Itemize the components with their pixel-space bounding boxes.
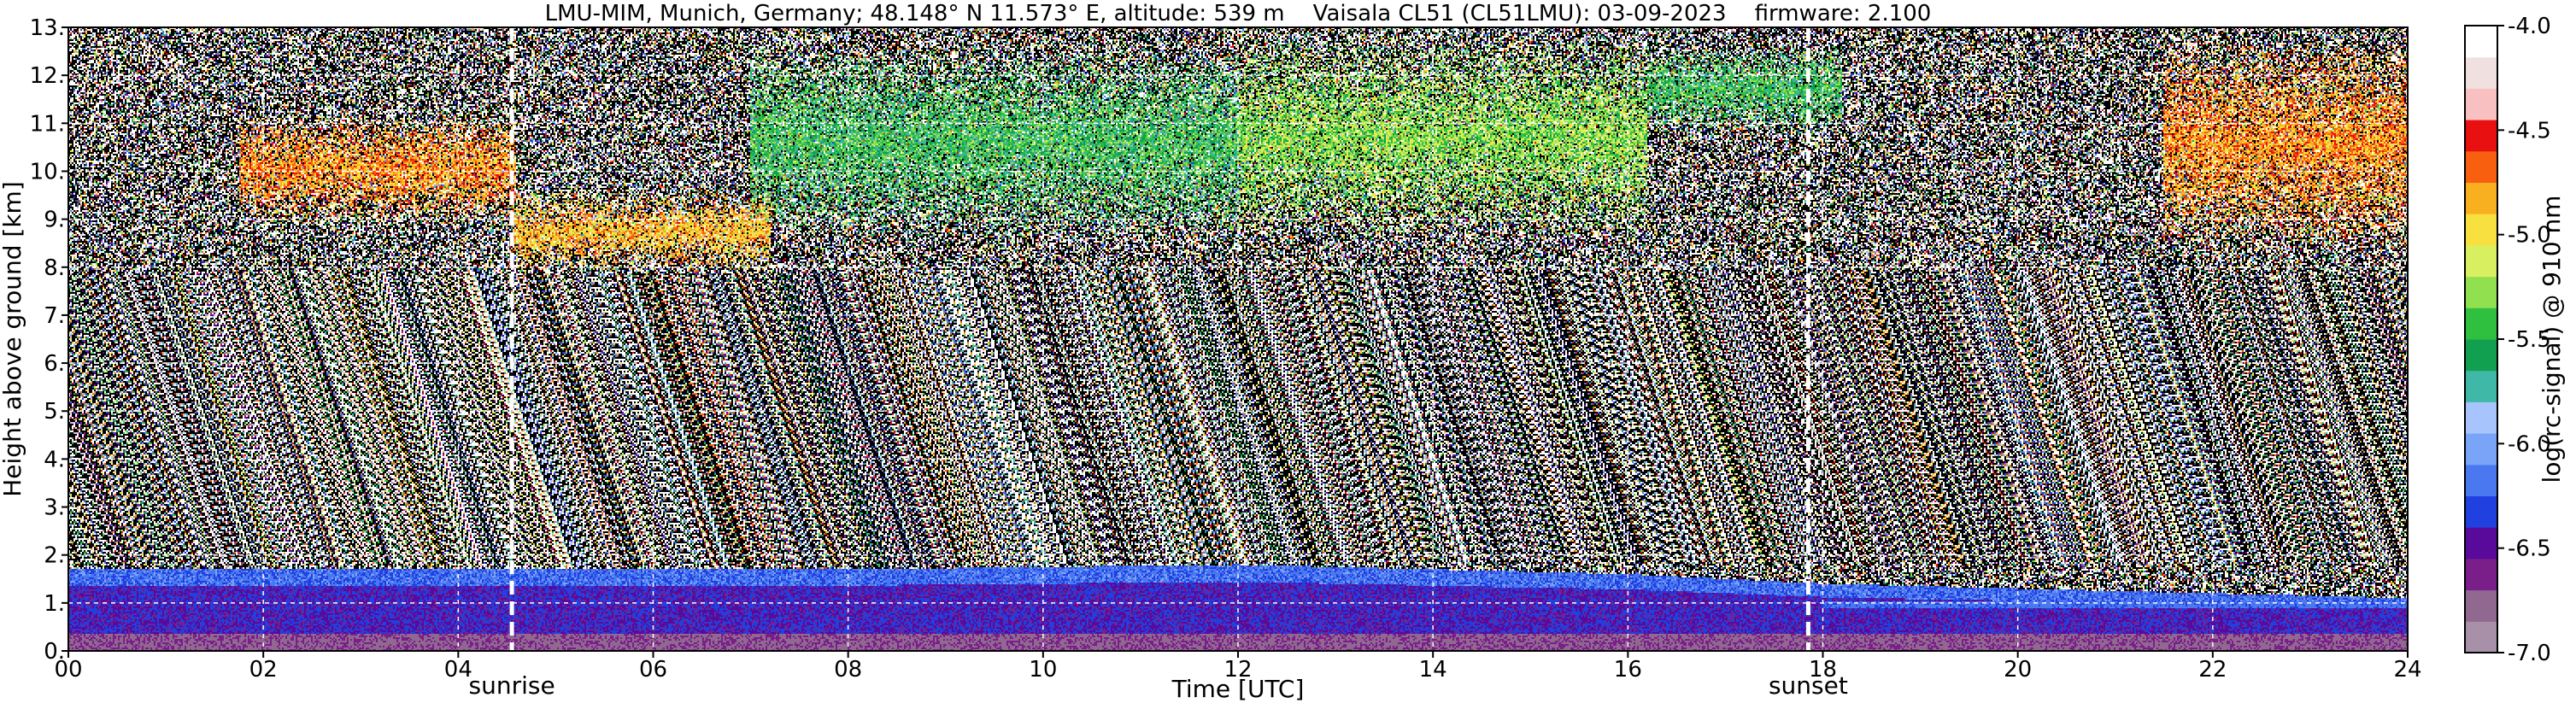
x-tick-label: 18 (1809, 657, 1837, 683)
grid-lines (68, 27, 2408, 651)
colorbar-swatch (2465, 308, 2497, 340)
colorbar-swatch (2465, 558, 2497, 591)
colorbar-swatch (2465, 339, 2497, 372)
y-tick-label: 8. (44, 255, 65, 281)
colorbar-tick-label: -6.0 (2508, 431, 2551, 457)
colorbar-swatch (2465, 56, 2497, 89)
x-tick-label: 10 (1029, 657, 1057, 683)
colorbar-swatch (2465, 88, 2497, 120)
y-tick-label: 10. (30, 159, 65, 185)
y-tick-label: 1. (44, 591, 65, 617)
x-tick-label: 12 (1223, 657, 1252, 683)
y-tick-label: 2. (44, 543, 65, 569)
y-axis-ticks: 0. 1. 2. 3. 4. 5. 6. 7. 8. 9. 10. 11. 12. 13. (30, 15, 68, 665)
sun-markers: sunrise sunset (468, 27, 1848, 700)
colorbar-swatch (2465, 464, 2497, 496)
colorbar-tick-label: -4.5 (2508, 118, 2551, 144)
x-tick-label: 04 (444, 657, 472, 683)
y-tick-label: 0. (44, 639, 65, 665)
colorbar-tick-label: -5.0 (2508, 223, 2551, 249)
x-tick-label: 20 (2004, 657, 2032, 683)
colorbar-tick-label: -4.0 (2508, 14, 2551, 39)
y-tick-label: 3. (44, 495, 65, 521)
y-tick-label: 12. (30, 63, 65, 89)
y-tick-label: 7. (44, 303, 65, 329)
colorbar-swatch (2465, 589, 2497, 622)
x-tick-label: 06 (639, 657, 667, 683)
sunset-label: sunset (1769, 671, 1848, 700)
x-tick-label: 08 (834, 657, 862, 683)
colorbar-swatch (2465, 182, 2497, 214)
colorbar-swatch (2465, 26, 2497, 58)
y-tick-label: 4. (44, 447, 65, 472)
colorbar-swatch (2465, 527, 2497, 560)
colorbar-swatch (2465, 401, 2497, 434)
x-tick-label: 16 (1614, 657, 1642, 683)
y-tick-label: 6. (44, 351, 65, 377)
colorbar-swatch (2465, 214, 2497, 246)
colorbar: -7.0 -6.5 -6.0 -5.5 -5.0 -4.5 -4.0 (2464, 14, 2551, 666)
sunrise-label: sunrise (468, 671, 555, 700)
colorbar-swatch (2465, 495, 2497, 528)
colorbar-tick-label: -6.5 (2508, 536, 2551, 562)
x-tick-label: 24 (2393, 657, 2421, 683)
x-axis-ticks: 00 02 04 06 08 10 12 14 16 18 20 22 24 (54, 651, 2422, 683)
colorbar-swatch (2465, 433, 2497, 466)
x-tick-label: 14 (1419, 657, 1447, 683)
colorbar-swatch (2465, 120, 2497, 152)
colorbar-label: log(rc-signal) @ 910 nm (2538, 196, 2566, 483)
colorbar-swatch (2465, 150, 2497, 183)
colorbar-swatch (2465, 244, 2497, 278)
y-tick-label: 11. (30, 111, 65, 137)
colorbar-tick-label: -7.0 (2508, 641, 2551, 666)
y-axis-label: Height above ground [km] (0, 181, 26, 497)
colorbar-swatch (2465, 276, 2497, 308)
colorbar-swatch (2465, 621, 2497, 653)
y-tick-label: 9. (44, 208, 65, 233)
x-tick-label: 22 (2198, 657, 2227, 683)
chart-title: LMU-MIM, Munich, Germany; 48.148° N 11.5… (545, 1, 1932, 26)
colorbar-swatch (2465, 370, 2497, 402)
x-axis-label: Time [UTC] (1171, 675, 1305, 703)
x-tick-label: 02 (249, 657, 278, 683)
x-tick-label: 00 (54, 657, 82, 683)
y-tick-label: 13. (30, 15, 65, 41)
y-tick-label: 5. (44, 399, 65, 425)
colorbar-tick-label: -5.5 (2508, 327, 2551, 353)
